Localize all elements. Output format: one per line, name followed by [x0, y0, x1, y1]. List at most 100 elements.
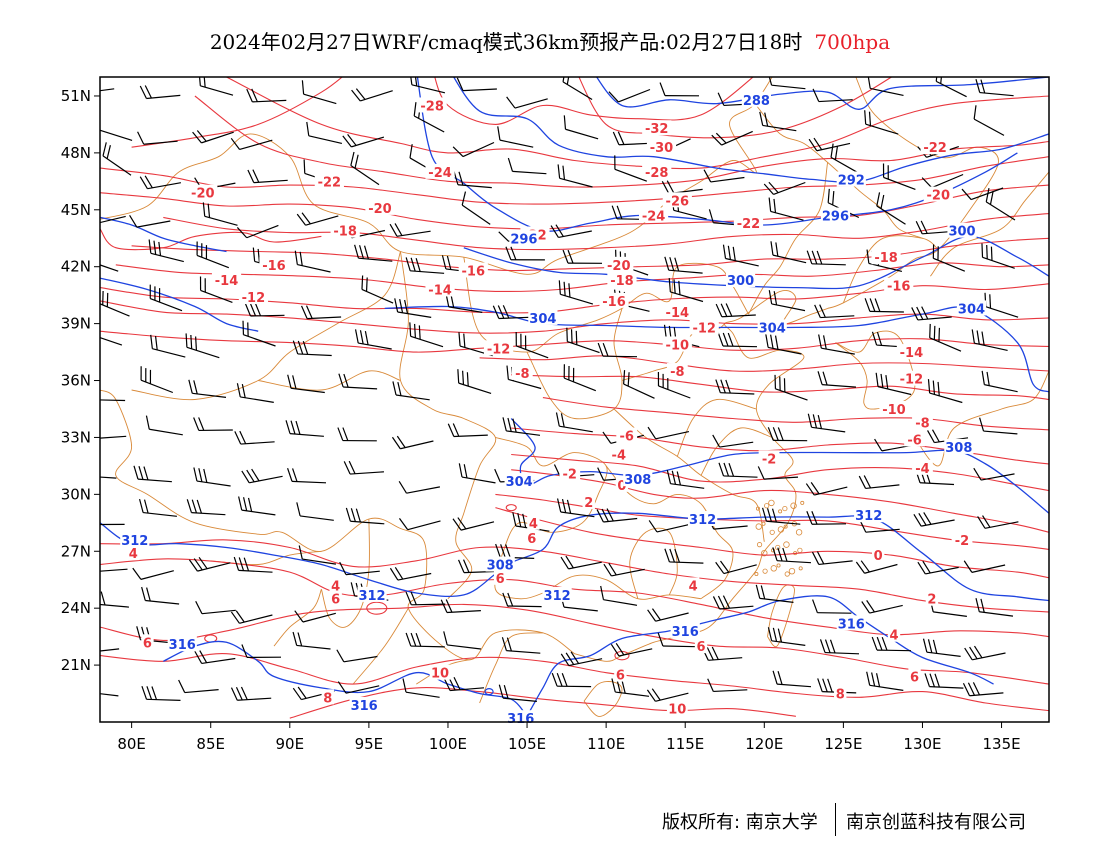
lon-tick-label: 110E: [587, 735, 625, 753]
island-outline: [756, 542, 763, 548]
lon-tick-label: 135E: [982, 735, 1020, 753]
temperature-label: -12: [242, 291, 266, 306]
temperature-label-bg: [834, 685, 847, 701]
wind-barb: [339, 561, 380, 576]
wind-barb: [806, 510, 847, 525]
height-label: 296: [510, 232, 537, 247]
copyright-text: 版权所有: 南京大学: [662, 812, 818, 833]
wind-barb: [100, 590, 129, 608]
boundary-line: [273, 589, 322, 647]
wind-barb: [818, 334, 855, 355]
wind-barb: [603, 562, 645, 577]
temperature-label-bg: [141, 634, 154, 650]
isohypse-line: [452, 77, 1049, 183]
temperature-label: -16: [887, 280, 911, 295]
wind-barb: [502, 592, 542, 608]
temperature-label-bg: [871, 249, 901, 265]
wind-barb: [812, 88, 853, 103]
wind-barb: [515, 332, 549, 359]
isotherm-line: [479, 355, 1049, 372]
temperature-label: 6: [496, 572, 505, 587]
wind-barb: [402, 678, 440, 698]
temperature-label: 8: [836, 688, 845, 703]
wind-barb: [141, 586, 180, 605]
temperature-label-bg: [920, 139, 950, 155]
isotherm-line: [115, 262, 1049, 293]
wind-barb: [911, 306, 952, 321]
isohypse-line: [526, 595, 994, 717]
wind-barb: [981, 370, 1018, 393]
wind-barb: [647, 608, 689, 622]
temperature-label-bg: [425, 281, 455, 297]
isotherm-line: [100, 184, 1049, 230]
height-label: 300: [727, 274, 754, 289]
temperature-label: -16: [262, 259, 286, 274]
height-label-bg: [836, 615, 866, 631]
wind-barb: [140, 366, 174, 394]
wind-barb: [774, 374, 808, 401]
lat-tick-label: 24N: [61, 599, 91, 617]
boundary-line: [767, 584, 795, 648]
wind-barb: [768, 197, 804, 221]
temperature-label: 2: [927, 593, 936, 608]
temperature-label: -6: [619, 430, 633, 445]
wind-barb: [812, 599, 852, 614]
boundary-line: [756, 77, 999, 309]
wind-barb: [975, 598, 1014, 617]
wind-barb: [342, 134, 385, 148]
height-label-bg: [688, 511, 718, 527]
temperature-label-bg: [694, 638, 708, 654]
lon-tick-label: 115E: [666, 735, 704, 753]
temperature-label: -18: [874, 251, 898, 266]
wind-barb: [722, 244, 759, 267]
wind-barb: [150, 334, 186, 358]
wind-barb: [566, 327, 600, 354]
temperature-label-bg: [365, 199, 395, 215]
wind-barb: [555, 412, 593, 433]
wind-barb: [981, 243, 1015, 269]
temperature-label: -32: [645, 122, 669, 137]
wind-barb: [767, 427, 808, 442]
wind-barb: [337, 427, 377, 442]
wind-barb: [100, 523, 125, 526]
wind-barb: [805, 482, 848, 496]
isotherm-line: [434, 77, 754, 125]
temperature-label: -20: [368, 202, 392, 217]
wind-barb: [306, 121, 343, 144]
temperature-label: -8: [670, 365, 684, 380]
wind-barb: [133, 465, 172, 483]
wind-barb: [502, 417, 541, 436]
temperature-label: -12: [692, 321, 716, 336]
isotherm-line: [100, 603, 1049, 685]
isotherm-closed: [505, 504, 517, 512]
height-label: 308: [487, 559, 514, 574]
island-outline: [761, 521, 766, 526]
wind-barb: [230, 686, 272, 701]
temperature-label-bg: [896, 370, 926, 386]
temperature-label: 4: [129, 547, 138, 562]
wind-barb: [457, 369, 492, 394]
wind-barb: [712, 434, 754, 448]
lat-tick-label: 39N: [61, 315, 91, 333]
wind-barb: [100, 215, 126, 225]
wind-barb: [194, 650, 236, 665]
wind-barb: [409, 322, 444, 348]
wind-barb: [975, 78, 1014, 97]
temperature-label-bg: [582, 493, 595, 509]
contour-labels: -28-32-30-28-22-24-22-20-20-18-26-24-22-…: [120, 91, 987, 727]
temperature-label: -4: [612, 449, 626, 464]
wind-barb: [711, 130, 753, 146]
height-label: 296: [822, 209, 849, 224]
boundary-line: [399, 251, 497, 599]
temperature-label: -8: [515, 367, 529, 382]
wind-barb: [287, 467, 327, 484]
wind-barb: [759, 111, 797, 132]
temperature-label: 6: [910, 670, 919, 685]
wind-barb: [961, 187, 1004, 201]
temperature-label: -16: [462, 265, 486, 280]
temperature-label: 0: [617, 479, 626, 494]
footer-divider: [835, 803, 836, 836]
wind-barb: [354, 244, 393, 262]
wind-barb: [452, 517, 495, 531]
temperature-label-bg: [896, 344, 926, 360]
